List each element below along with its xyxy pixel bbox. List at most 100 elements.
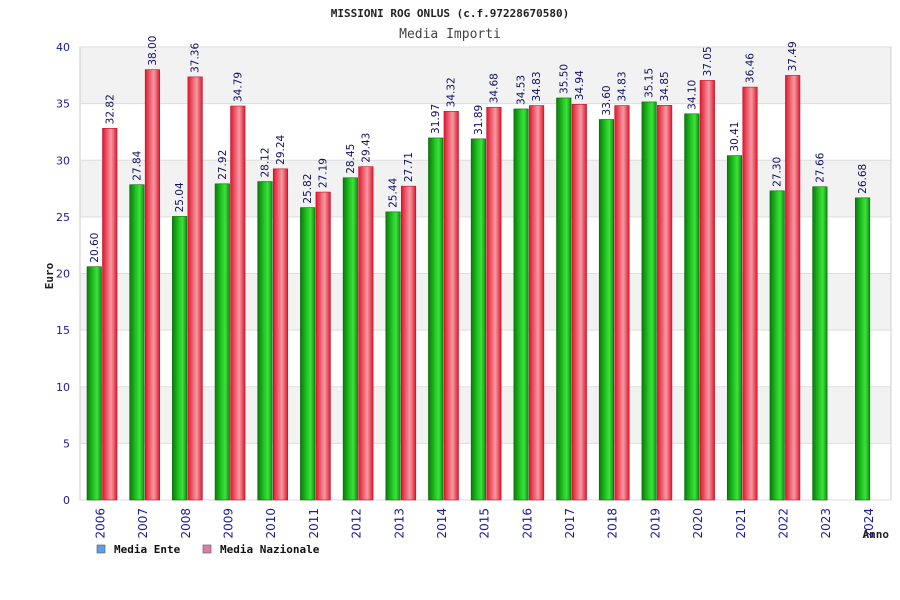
bar-media-nazionale-2019	[657, 105, 673, 501]
value-label: 28.45	[345, 144, 357, 174]
value-label: 33.60	[601, 85, 613, 115]
x-tick-label: 2024	[862, 508, 876, 539]
value-labels: 20.60 32.82 27.84 38.00 25.04 37.36 27.92 34.79…	[89, 36, 869, 263]
value-label: 32.82	[104, 94, 116, 124]
bar-media-nazionale-2020	[699, 80, 715, 501]
bar-media-ente-2019	[641, 101, 657, 501]
legend: Media Ente Media Nazionale	[96, 543, 320, 556]
y-tick-label: 15	[56, 324, 70, 337]
value-label: 34.79	[232, 72, 244, 102]
value-label: 34.83	[531, 71, 543, 101]
x-tick-label: 2022	[776, 508, 790, 539]
value-label: 25.04	[174, 182, 186, 212]
value-label: 20.60	[89, 233, 101, 263]
x-tick-label: 2023	[819, 508, 833, 539]
bar-media-ente-2022	[769, 190, 785, 501]
value-label: 34.53	[516, 75, 528, 105]
value-label: 34.83	[616, 71, 628, 101]
bar-media-nazionale-2006	[102, 128, 118, 501]
y-axis-ticks: 0 5 10 15 20 25 30 35 40	[56, 41, 70, 507]
y-tick-label: 5	[63, 437, 70, 450]
x-tick-label: 2009	[222, 508, 236, 539]
bar-media-ente-2012	[342, 177, 358, 501]
y-tick-label: 35	[56, 98, 70, 111]
bar-media-ente-2006	[86, 266, 102, 501]
bar-media-nazionale-2014	[443, 111, 459, 501]
x-tick-label: 2017	[563, 508, 577, 539]
value-label: 37.36	[190, 43, 202, 73]
x-tick-label: 2011	[307, 508, 321, 539]
bar-media-ente-2010	[257, 181, 273, 501]
value-label: 38.00	[147, 36, 159, 66]
y-tick-label: 40	[56, 41, 70, 54]
y-tick-label: 0	[63, 494, 70, 507]
value-label: 37.49	[787, 41, 799, 71]
bar-media-nazionale-2010	[272, 168, 289, 501]
legend-label-media-ente: Media Ente	[114, 543, 181, 556]
bar-media-ente-2018	[598, 119, 615, 501]
bar-media-nazionale-2021	[742, 86, 758, 501]
bar-media-ente-2015	[470, 138, 486, 501]
legend-swatch-media-nazionale	[202, 544, 212, 554]
bar-media-ente-2007	[129, 184, 145, 501]
value-label: 36.46	[745, 53, 757, 83]
bar-media-nazionale-2011	[315, 191, 331, 501]
value-label: 25.82	[302, 174, 314, 204]
value-label: 29.24	[275, 134, 287, 164]
bar-media-nazionale-2012	[358, 166, 374, 501]
bar-media-nazionale-2008	[187, 76, 203, 501]
chart-subtitle: Media Importi	[399, 27, 501, 42]
y-tick-label: 30	[56, 154, 70, 167]
bar-media-ente-2013	[385, 211, 401, 501]
bar-media-ente-2009	[214, 183, 230, 501]
x-tick-label: 2015	[478, 508, 492, 539]
value-label: 25.44	[388, 178, 400, 208]
value-label: 27.92	[217, 150, 229, 180]
bar-media-ente-2008	[172, 216, 188, 501]
x-tick-label: 2007	[136, 508, 150, 539]
y-tick-label: 25	[56, 211, 70, 224]
bar-media-ente-2014	[428, 137, 444, 501]
value-label: 34.10	[686, 80, 698, 110]
x-axis-label: Anno	[863, 528, 890, 541]
bar-media-ente-2020	[684, 113, 700, 501]
value-label: 26.68	[857, 164, 869, 194]
bar-media-nazionale-2022	[785, 75, 801, 501]
x-tick-label: 2010	[264, 508, 278, 539]
value-label: 37.05	[702, 46, 714, 76]
y-tick-label: 20	[56, 268, 70, 281]
y-tick-label: 10	[56, 381, 70, 394]
value-label: 31.97	[430, 104, 442, 134]
x-tick-label: 2020	[691, 508, 705, 539]
bar-media-nazionale-2017	[571, 104, 587, 501]
bar-media-nazionale-2016	[529, 105, 545, 501]
bar-media-ente-2017	[556, 97, 572, 501]
bar-media-nazionale-2013	[400, 185, 417, 501]
bar-media-ente-2016	[513, 108, 529, 501]
value-label: 28.12	[259, 147, 271, 177]
legend-label-media-nazionale: Media Nazionale	[220, 543, 320, 556]
bar-media-nazionale-2009	[230, 105, 246, 501]
bars-group	[86, 69, 871, 501]
value-label: 34.68	[488, 73, 500, 103]
x-tick-label: 2006	[94, 508, 108, 539]
value-label: 34.32	[446, 77, 458, 107]
value-label: 34.85	[659, 71, 671, 101]
value-label: 27.66	[814, 152, 826, 182]
bar-media-ente-2021	[726, 155, 743, 501]
value-label: 34.94	[574, 70, 586, 100]
bar-media-nazionale-2018	[614, 105, 630, 501]
bar-media-nazionale-2007	[144, 69, 160, 501]
x-tick-label: 2018	[606, 508, 620, 539]
x-tick-label: 2014	[435, 508, 449, 539]
value-label: 35.15	[644, 68, 656, 98]
bar-media-nazionale-2015	[486, 106, 502, 501]
value-label: 27.19	[318, 158, 330, 188]
value-label: 31.89	[473, 105, 485, 135]
value-label: 35.50	[558, 64, 570, 94]
x-tick-label: 2013	[392, 508, 406, 539]
value-label: 30.41	[729, 122, 741, 152]
x-tick-label: 2016	[520, 508, 534, 539]
x-axis-ticks: 2006 2007 2008 2009 2010 2011 2012 2013 2014 2015…	[94, 508, 876, 539]
legend-swatch-media-ente	[96, 544, 106, 554]
